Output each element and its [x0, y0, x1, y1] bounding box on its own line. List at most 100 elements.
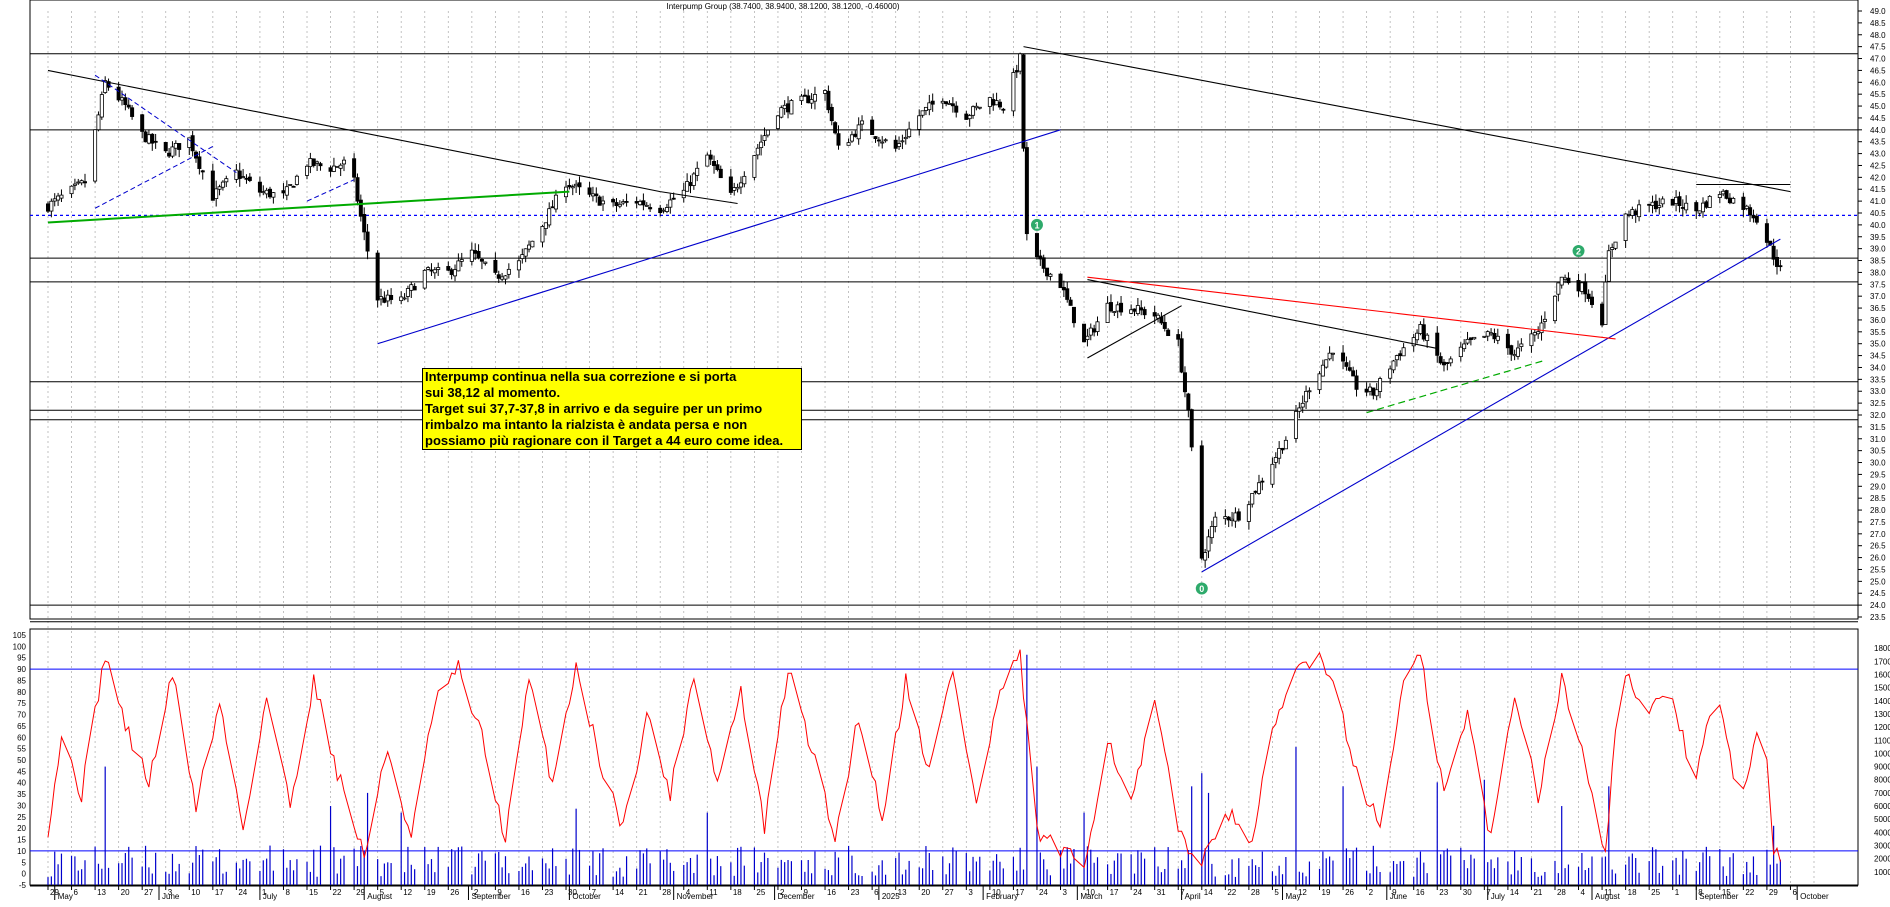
- candle-body: [224, 178, 229, 183]
- candle-body: [1233, 512, 1238, 522]
- candle-body: [405, 288, 410, 297]
- date-tick-label: 3: [968, 888, 973, 897]
- date-tick-label: 27: [144, 888, 153, 897]
- candle-body: [1398, 353, 1403, 357]
- candle-body: [422, 269, 427, 289]
- candle-body: [738, 182, 743, 188]
- candle-body: [1458, 346, 1463, 358]
- candle-body: [318, 163, 323, 167]
- candle-body: [1583, 281, 1588, 295]
- candle-body: [190, 135, 195, 152]
- oscillator-tick-label: 55: [17, 745, 26, 754]
- candle-body: [1065, 288, 1070, 300]
- candle-body: [1270, 463, 1275, 485]
- candle-body: [540, 226, 545, 243]
- candle-body: [658, 207, 663, 214]
- oscillator-tick-label: 105: [13, 631, 27, 640]
- candle-body: [1495, 335, 1500, 341]
- date-tick-label: 25: [1651, 888, 1660, 897]
- candle-body: [806, 95, 811, 104]
- candle-body: [765, 129, 770, 136]
- candle-body: [385, 294, 390, 302]
- candle-body: [197, 156, 202, 169]
- date-tick-label: 15: [309, 888, 318, 897]
- candle-body: [241, 176, 246, 179]
- date-tick-label: 16: [1416, 888, 1425, 897]
- candle-body: [1324, 359, 1329, 368]
- candle-body: [244, 177, 249, 180]
- candle-body: [1626, 214, 1631, 216]
- candle-body: [577, 182, 582, 188]
- candle-body: [1176, 334, 1181, 340]
- candle-body: [126, 104, 131, 108]
- candle-body: [1018, 53, 1023, 72]
- price-tick-label: 39.5: [1870, 233, 1886, 242]
- date-tick-label: 25: [756, 888, 765, 897]
- volume-tick-label: 15000: [1874, 684, 1890, 693]
- chart-title: Interpump Group (38.7400, 38.9400, 38.12…: [666, 2, 899, 11]
- candle-body: [900, 140, 905, 143]
- candle-body: [691, 173, 696, 186]
- candle-body: [590, 193, 595, 197]
- volume-tick-label: 6000: [1874, 802, 1890, 811]
- date-tick-label: 29: [356, 888, 365, 897]
- price-tick-label: 35.0: [1870, 340, 1886, 349]
- date-tick-label: 10: [1086, 888, 1095, 897]
- candle-body: [927, 102, 932, 111]
- price-tick-label: 40.5: [1870, 209, 1886, 218]
- candle-body: [991, 99, 996, 106]
- candle-body: [1680, 207, 1685, 209]
- candle-body: [641, 200, 646, 206]
- candle-body: [1647, 203, 1652, 206]
- price-tick-label: 48.0: [1870, 31, 1886, 40]
- candle-body: [1021, 54, 1026, 149]
- candle-body: [1650, 201, 1655, 206]
- price-tick-label: 37.5: [1870, 280, 1886, 289]
- price-tick-label: 46.0: [1870, 78, 1886, 87]
- volume-tick-label: 4000: [1874, 828, 1890, 837]
- candle-body: [46, 203, 51, 212]
- date-tick-label: 22: [1745, 888, 1754, 897]
- candle-body: [130, 107, 135, 117]
- price-tick-label: 32.5: [1870, 399, 1886, 408]
- price-tick-label: 43.5: [1870, 138, 1886, 147]
- candle-body: [217, 186, 222, 190]
- candle-body: [220, 181, 225, 188]
- candle-body: [923, 106, 928, 111]
- candle-body: [944, 101, 949, 105]
- candle-body: [335, 165, 340, 168]
- candle-body: [755, 147, 760, 156]
- date-tick-label: 10: [191, 888, 200, 897]
- candle-body: [1341, 352, 1346, 362]
- date-tick-label: 15: [1722, 888, 1731, 897]
- price-tick-label: 26.0: [1870, 554, 1886, 563]
- oscillator-tick-label: 25: [17, 813, 26, 822]
- price-tick-label: 26.5: [1870, 542, 1886, 551]
- candle-body: [59, 194, 64, 199]
- candle-body: [759, 141, 764, 149]
- price-tick-label: 38.0: [1870, 268, 1886, 277]
- volume-tick-label: 1000: [1874, 868, 1890, 877]
- candle-body: [1038, 255, 1043, 260]
- candle-body: [1115, 304, 1120, 312]
- candle-body: [1277, 448, 1282, 459]
- price-tick-label: 49.0: [1870, 7, 1886, 16]
- candle-body: [1472, 336, 1477, 340]
- price-tick-label: 29.5: [1870, 470, 1886, 479]
- date-tick-label: 19: [427, 888, 436, 897]
- candle-body: [1082, 323, 1087, 343]
- candle-body: [1764, 223, 1769, 243]
- candle-body: [446, 266, 451, 271]
- candle-body: [1253, 490, 1258, 493]
- candle-body: [567, 184, 572, 188]
- month-label: February: [986, 892, 1018, 901]
- candle-body: [1001, 108, 1006, 111]
- candle-body: [1166, 329, 1171, 337]
- volume-tick-label: 12000: [1874, 723, 1890, 732]
- candle-body: [644, 204, 649, 207]
- month-label: June: [162, 892, 180, 901]
- price-tick-label: 27.0: [1870, 530, 1886, 539]
- candle-body: [1637, 204, 1642, 218]
- dashed-trendline: [94, 146, 214, 209]
